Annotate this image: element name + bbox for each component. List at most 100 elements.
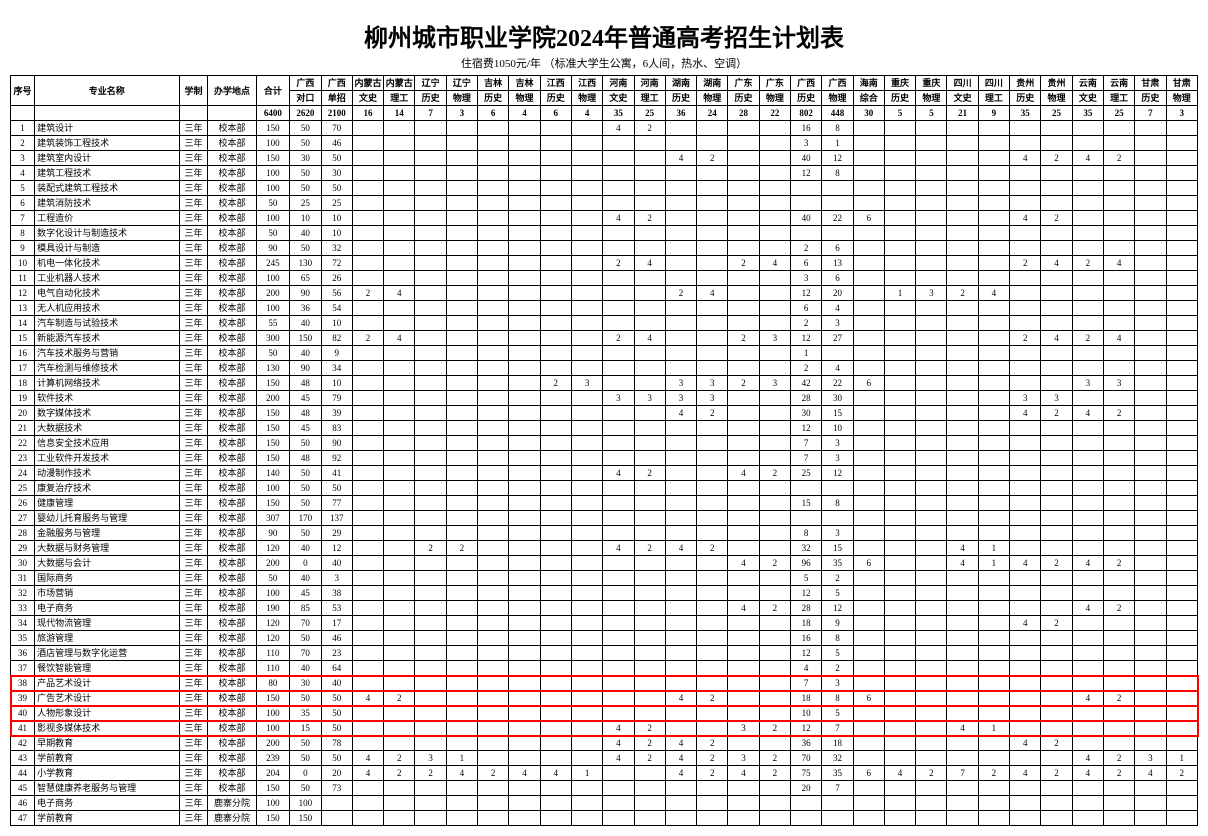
cell: 2 bbox=[634, 541, 665, 556]
cell bbox=[1135, 556, 1166, 571]
cell: 82 bbox=[321, 331, 352, 346]
cell bbox=[697, 616, 728, 631]
cell bbox=[384, 496, 415, 511]
cell bbox=[603, 166, 634, 181]
cell: 90 bbox=[321, 436, 352, 451]
cell bbox=[884, 406, 915, 421]
cell bbox=[853, 571, 884, 586]
cell bbox=[509, 211, 540, 226]
cell: 50 bbox=[290, 241, 321, 256]
cell bbox=[384, 556, 415, 571]
cell: 40 bbox=[290, 541, 321, 556]
cell bbox=[384, 586, 415, 601]
cell: 2 bbox=[697, 406, 728, 421]
cell bbox=[478, 481, 509, 496]
cell bbox=[947, 526, 978, 541]
table-row: 18计算机网络技术三年校本部15048102333234222633 bbox=[11, 376, 1198, 391]
cell: 4 bbox=[540, 766, 571, 781]
cell: 23 bbox=[321, 646, 352, 661]
cell bbox=[571, 466, 602, 481]
cell bbox=[321, 811, 352, 826]
cell: 38 bbox=[321, 586, 352, 601]
cell bbox=[1103, 466, 1134, 481]
cell bbox=[884, 691, 915, 706]
cell: 3 bbox=[1041, 391, 1072, 406]
cell: 100 bbox=[256, 796, 290, 811]
table-row: 27婴幼儿托育服务与管理三年校本部307170137 bbox=[11, 511, 1198, 526]
cell bbox=[759, 121, 790, 136]
cell bbox=[978, 301, 1009, 316]
cell bbox=[540, 391, 571, 406]
cell bbox=[352, 721, 383, 736]
cell bbox=[603, 151, 634, 166]
cell bbox=[1166, 436, 1197, 451]
totals-cell: 2620 bbox=[290, 106, 321, 121]
cell: 4 bbox=[1010, 211, 1041, 226]
cell bbox=[603, 631, 634, 646]
cell bbox=[634, 166, 665, 181]
cell bbox=[1135, 781, 1166, 796]
cell: 早期教育 bbox=[35, 736, 179, 751]
cell bbox=[697, 451, 728, 466]
cell bbox=[1010, 481, 1041, 496]
cell bbox=[665, 796, 696, 811]
cell: 245 bbox=[256, 256, 290, 271]
cell bbox=[571, 451, 602, 466]
cell: 三年 bbox=[179, 136, 208, 151]
cell bbox=[446, 421, 477, 436]
cell bbox=[634, 481, 665, 496]
cell bbox=[634, 661, 665, 676]
cell bbox=[978, 181, 1009, 196]
cell bbox=[478, 301, 509, 316]
cell: 校本部 bbox=[208, 271, 256, 286]
cell bbox=[571, 136, 602, 151]
cell: 50 bbox=[290, 121, 321, 136]
cell: 2 bbox=[759, 751, 790, 766]
cell bbox=[759, 586, 790, 601]
cell bbox=[665, 196, 696, 211]
cell bbox=[415, 556, 446, 571]
cell bbox=[916, 706, 947, 721]
cell bbox=[1072, 421, 1103, 436]
cell bbox=[1166, 151, 1197, 166]
cell bbox=[1041, 166, 1072, 181]
cell bbox=[697, 316, 728, 331]
cell bbox=[384, 601, 415, 616]
cell bbox=[853, 421, 884, 436]
cell bbox=[697, 496, 728, 511]
cell: 2 bbox=[1103, 406, 1134, 421]
cell: 40 bbox=[290, 661, 321, 676]
cell bbox=[759, 706, 790, 721]
cell bbox=[1135, 796, 1166, 811]
cell bbox=[446, 271, 477, 286]
cell bbox=[1010, 136, 1041, 151]
cell bbox=[1072, 346, 1103, 361]
cell bbox=[853, 346, 884, 361]
cell: 4 bbox=[665, 751, 696, 766]
cell: 4 bbox=[384, 331, 415, 346]
cell: 校本部 bbox=[208, 361, 256, 376]
cell bbox=[384, 706, 415, 721]
cell bbox=[352, 511, 383, 526]
cell bbox=[1135, 391, 1166, 406]
table-row: 9模具设计与制造三年校本部90503226 bbox=[11, 241, 1198, 256]
cell bbox=[978, 361, 1009, 376]
cell bbox=[478, 811, 509, 826]
cell: 三年 bbox=[179, 541, 208, 556]
cell bbox=[978, 466, 1009, 481]
cell: 校本部 bbox=[208, 421, 256, 436]
cell bbox=[603, 316, 634, 331]
cell: 校本部 bbox=[208, 571, 256, 586]
cell bbox=[665, 571, 696, 586]
col-header: 理工 bbox=[634, 91, 665, 106]
cell: 12 bbox=[791, 421, 822, 436]
cell: 56 bbox=[321, 286, 352, 301]
cell bbox=[540, 586, 571, 601]
cell: 27 bbox=[11, 511, 35, 526]
cell bbox=[1103, 181, 1134, 196]
cell bbox=[947, 631, 978, 646]
cell bbox=[1072, 616, 1103, 631]
cell bbox=[759, 391, 790, 406]
cell bbox=[978, 121, 1009, 136]
cell: 11 bbox=[11, 271, 35, 286]
